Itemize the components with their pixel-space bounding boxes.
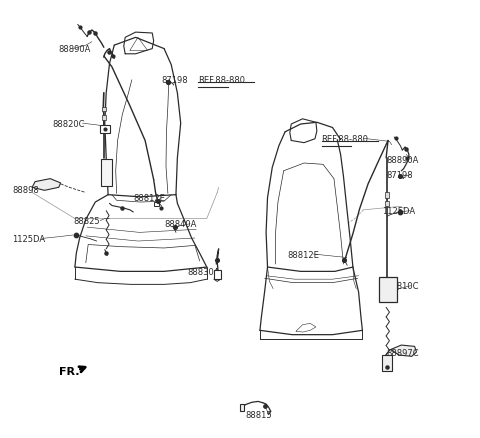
- Bar: [379, 277, 396, 302]
- Polygon shape: [32, 179, 60, 191]
- Text: 88897C: 88897C: [386, 349, 419, 357]
- Point: [85, 29, 93, 36]
- Point: [155, 198, 162, 205]
- Point: [396, 173, 404, 180]
- Text: 88890A: 88890A: [386, 155, 419, 164]
- Text: 88830A: 88830A: [188, 267, 220, 276]
- Bar: [102, 107, 106, 112]
- Bar: [214, 270, 220, 279]
- Bar: [383, 355, 392, 371]
- Point: [105, 49, 112, 56]
- Point: [101, 126, 108, 133]
- Point: [403, 155, 411, 162]
- Point: [383, 364, 391, 371]
- Point: [72, 232, 80, 239]
- Point: [392, 135, 399, 142]
- Point: [402, 146, 410, 153]
- Text: REF.88-880: REF.88-880: [198, 76, 245, 85]
- Point: [109, 53, 117, 60]
- Text: 88840A: 88840A: [164, 220, 196, 229]
- Bar: [101, 160, 112, 187]
- Text: 87198: 87198: [386, 171, 413, 180]
- Text: 88815: 88815: [246, 410, 272, 419]
- Point: [164, 79, 172, 86]
- Point: [340, 257, 348, 264]
- Bar: [154, 202, 159, 207]
- Point: [76, 25, 84, 32]
- Text: FR.: FR.: [59, 366, 79, 376]
- Point: [157, 205, 165, 212]
- Text: 88890A: 88890A: [59, 45, 91, 54]
- Polygon shape: [391, 345, 417, 357]
- Text: 88812E: 88812E: [288, 250, 319, 259]
- Point: [261, 403, 269, 410]
- Text: 1125DA: 1125DA: [383, 207, 416, 215]
- Bar: [100, 126, 109, 134]
- Text: 88898: 88898: [12, 185, 39, 194]
- Point: [171, 224, 179, 231]
- Bar: [385, 202, 389, 207]
- Point: [92, 30, 99, 37]
- Bar: [240, 404, 244, 411]
- Text: 88825: 88825: [73, 217, 100, 226]
- Text: 88810C: 88810C: [386, 282, 419, 290]
- Point: [214, 257, 221, 264]
- Text: 88812E: 88812E: [133, 194, 165, 203]
- Text: 1125DA: 1125DA: [12, 234, 46, 244]
- Text: 87198: 87198: [162, 76, 188, 85]
- Text: 88820C: 88820C: [53, 120, 85, 128]
- Point: [119, 205, 126, 212]
- Point: [396, 209, 404, 216]
- Bar: [385, 193, 389, 198]
- Text: REF.88-880: REF.88-880: [322, 134, 369, 144]
- Point: [102, 250, 110, 257]
- Bar: [102, 116, 106, 120]
